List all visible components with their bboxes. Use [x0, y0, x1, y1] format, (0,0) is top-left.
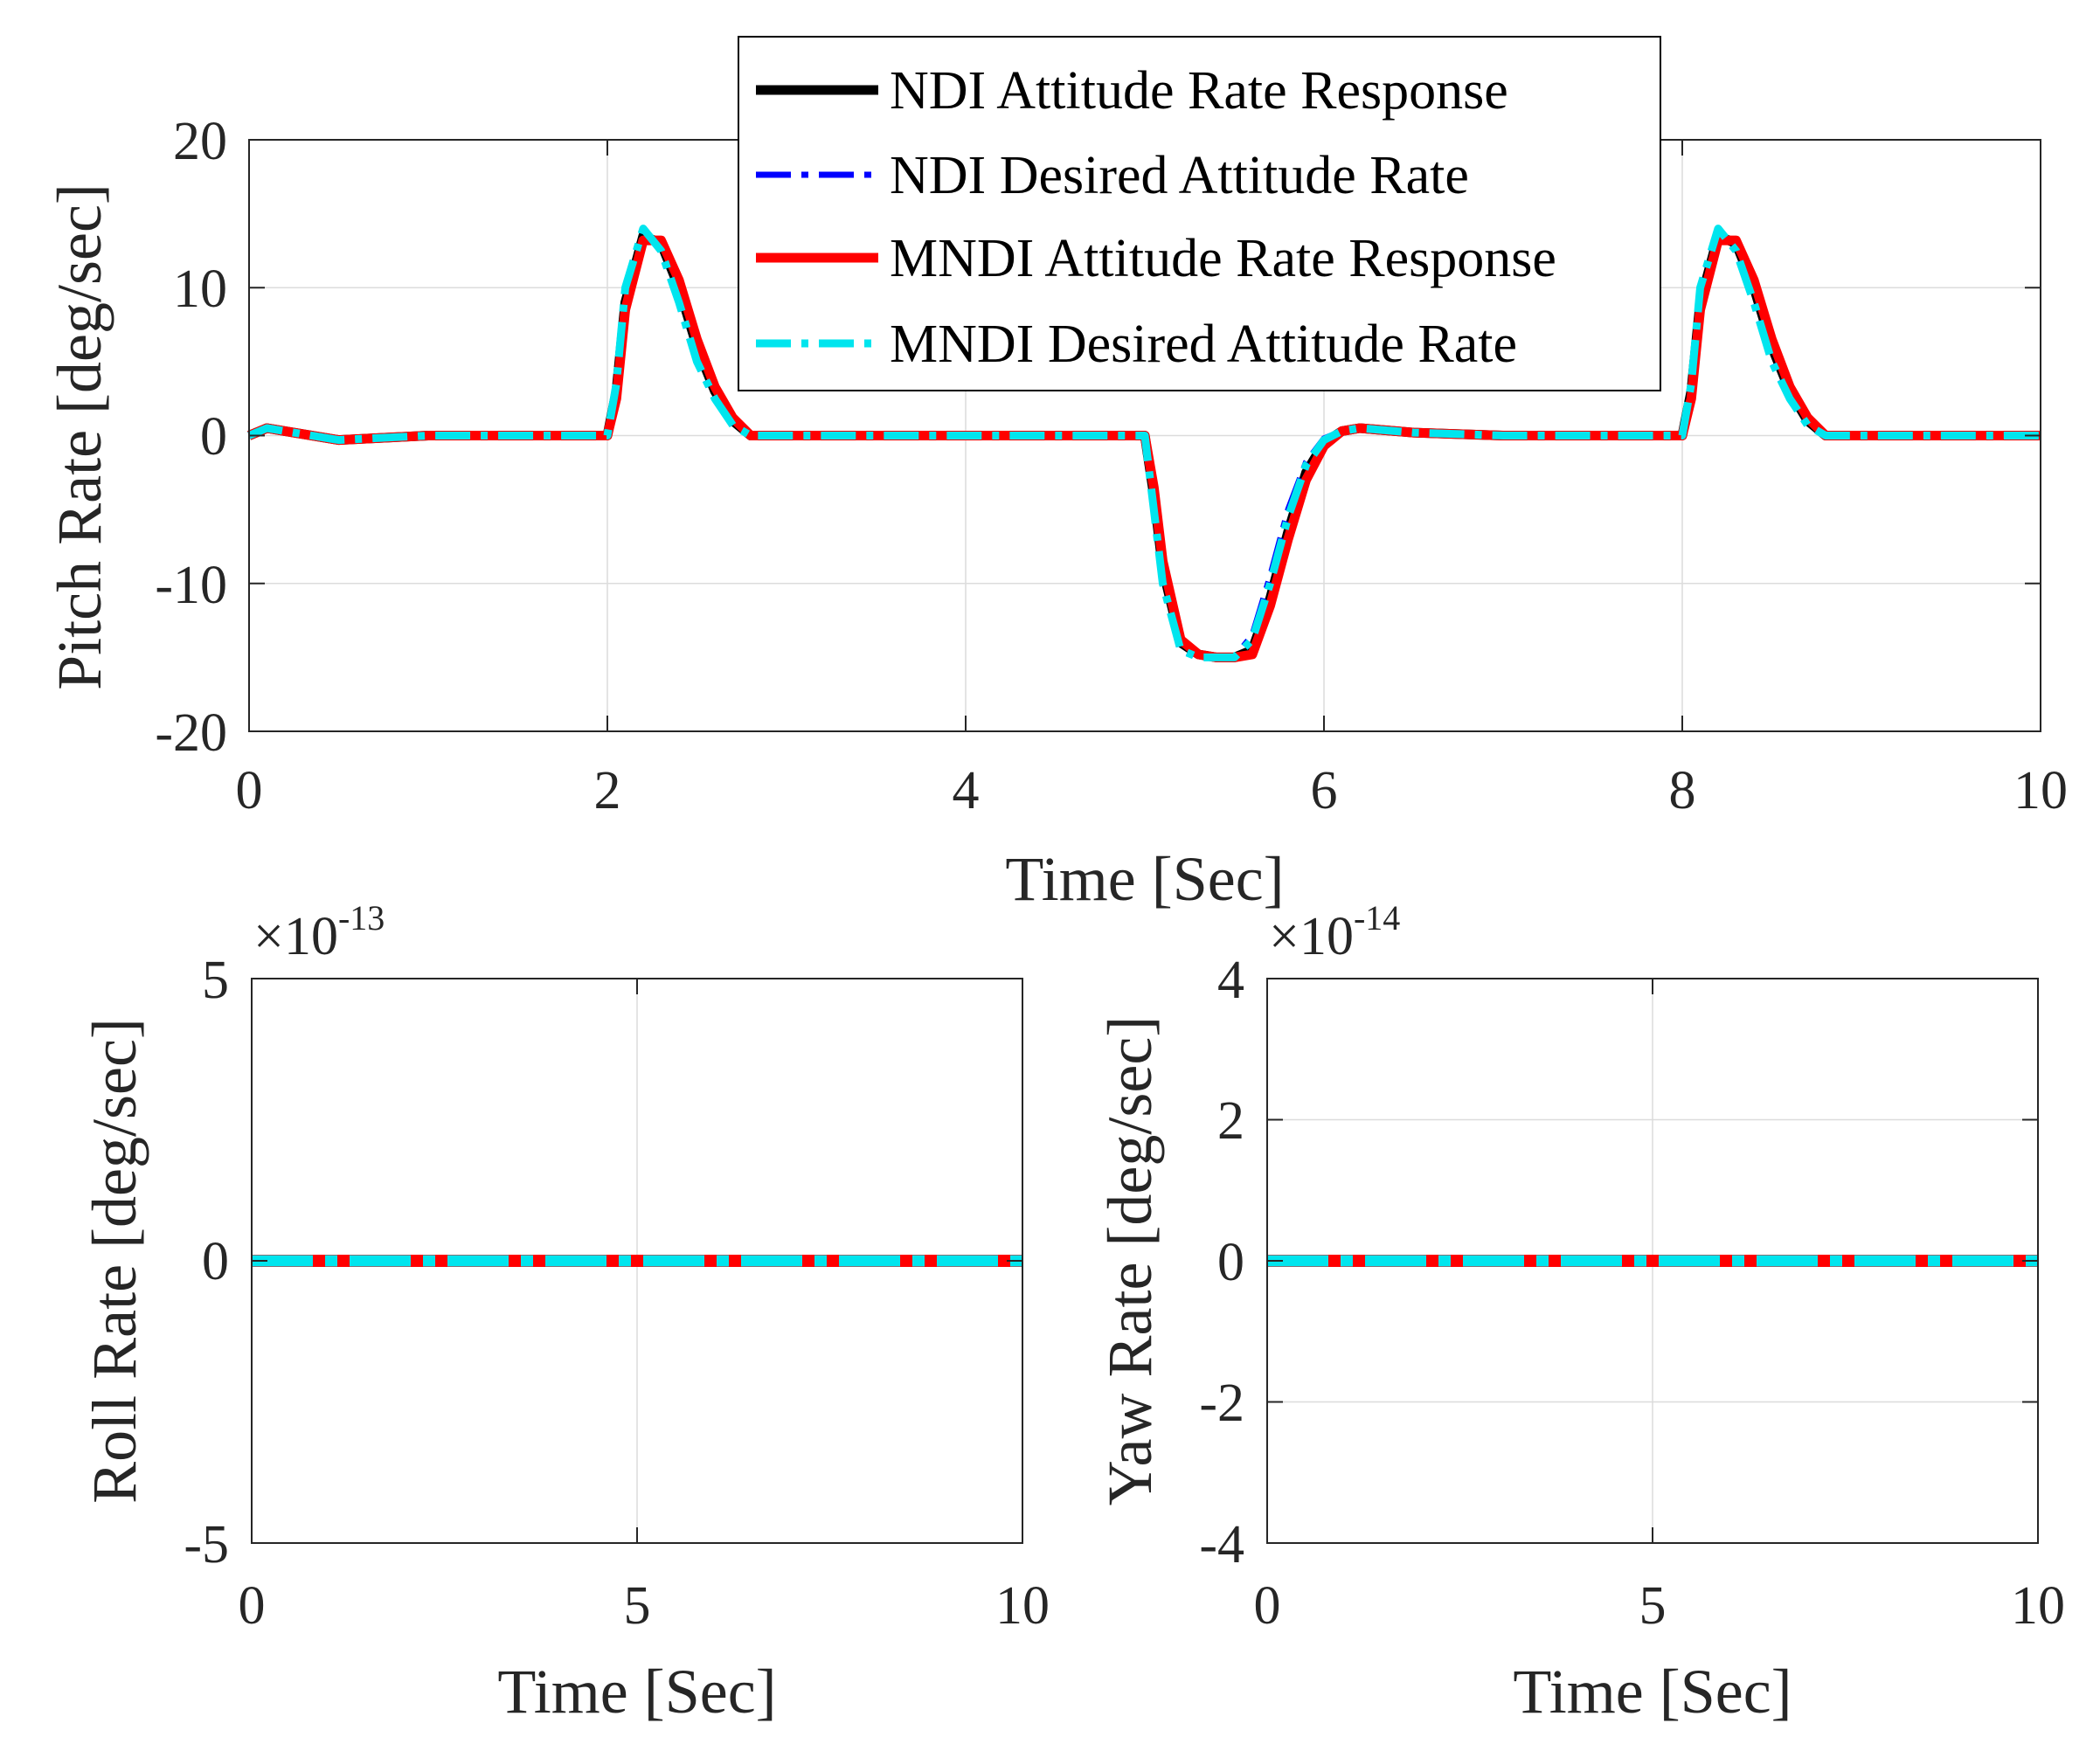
roll-y-axis-label: Roll Rate [deg/sec] [80, 1018, 149, 1504]
roll-xtick-0: 0 [239, 1576, 266, 1636]
yaw-y-axis-label: Yaw Rate [deg/sec] [1095, 1016, 1165, 1506]
yaw-ytick-2: 2 [1217, 1091, 1244, 1151]
pitch-ytick-0: 0 [200, 407, 227, 467]
yaw-exponent-multiplier: ×10-14 [1269, 898, 1400, 966]
roll-xtick-5: 5 [624, 1576, 651, 1636]
yaw-tick-marks [1266, 978, 2039, 1544]
roll-x-tick-labels: 0 5 10 [239, 1576, 1050, 1636]
pitch-x-tick-labels: 0 2 4 6 8 10 [236, 761, 2069, 820]
yaw-x-axis-label: Time [Sec] [1513, 1657, 1792, 1727]
yaw-ytick-4: 4 [1217, 951, 1244, 1010]
pitch-x-axis-label: Time [Sec] [1005, 844, 1284, 914]
pitch-xtick-8: 8 [1669, 761, 1696, 820]
yaw-ytick-0: 0 [1217, 1233, 1244, 1292]
legend-label-mndi-response: MNDI Attitude Rate Response [890, 229, 1556, 288]
yaw-rate-panel: ×10-14 4 2 0 -2 -4 0 5 10 Time [Sec] Yaw… [1095, 898, 2065, 1727]
roll-x-axis-label: Time [Sec] [497, 1657, 776, 1727]
pitch-series-group [246, 225, 2041, 662]
pitch-xtick-2: 2 [594, 761, 621, 820]
legend-box [738, 36, 1661, 391]
yaw-x-tick-labels: 0 5 10 [1254, 1576, 2066, 1636]
pitch-y-axis-label: Pitch Rate [deg/sec] [45, 183, 114, 690]
yaw-y-tick-labels: 4 2 0 -2 -4 [1199, 951, 1244, 1574]
roll-ytick-neg5: -5 [184, 1515, 229, 1574]
pitch-series-4-line [247, 225, 2041, 661]
yaw-xtick-5: 5 [1639, 1576, 1667, 1636]
pitch-rate-panel: 20 10 0 -10 -20 0 2 4 6 8 10 Time [Sec] … [45, 36, 2069, 914]
legend-label-ndi-desired: NDI Desired Attitude Rate [890, 146, 1469, 205]
pitch-ytick-neg20: -20 [155, 703, 227, 763]
roll-ytick-5: 5 [202, 951, 229, 1010]
pitch-xtick-10: 10 [2013, 761, 2068, 820]
roll-tick-marks [251, 978, 1023, 1544]
roll-xtick-10: 10 [995, 1576, 1050, 1636]
pitch-xtick-6: 6 [1311, 761, 1338, 820]
yaw-xtick-0: 0 [1254, 1576, 1281, 1636]
pitch-ytick-10: 10 [173, 260, 227, 319]
pitch-ytick-20: 20 [173, 112, 227, 171]
legend-label-ndi-response: NDI Attitude Rate Response [890, 61, 1508, 121]
pitch-y-tick-labels: 20 10 0 -10 -20 [155, 112, 227, 763]
roll-ytick-0: 0 [202, 1232, 229, 1291]
pitch-ytick-neg10: -10 [155, 556, 227, 615]
roll-y-tick-labels: 5 0 -5 [184, 951, 229, 1574]
pitch-xtick-0: 0 [236, 761, 263, 820]
roll-rate-panel: ×10-13 5 0 -5 0 5 10 Time [Sec] Roll Rat… [80, 898, 1050, 1727]
legend: NDI Attitude Rate Response NDI Desired A… [738, 36, 1661, 391]
yaw-ytick-neg4: -4 [1199, 1515, 1244, 1574]
pitch-xtick-4: 4 [953, 761, 980, 820]
yaw-xtick-10: 10 [2011, 1576, 2065, 1636]
legend-label-mndi-desired: MNDI Desired Attitude Rate [890, 315, 1517, 374]
yaw-ytick-neg2: -2 [1199, 1374, 1244, 1433]
roll-exponent-multiplier: ×10-13 [253, 898, 385, 966]
